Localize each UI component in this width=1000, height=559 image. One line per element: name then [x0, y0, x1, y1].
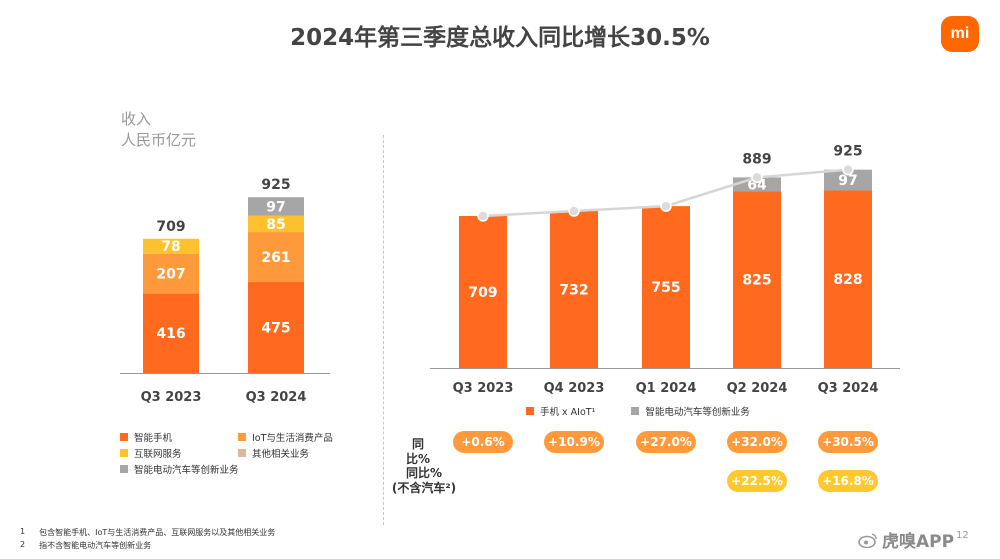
legend-swatch: [238, 449, 246, 457]
data-label: 64: [747, 177, 767, 193]
legend-item: 其他相关业务: [238, 446, 309, 460]
legend-label: 智能电动汽车等创新业务: [134, 465, 239, 476]
bar-segment: [248, 215, 304, 233]
total-label: 925: [261, 177, 290, 193]
trend-point: [842, 163, 854, 176]
yoy-ex-auto-label-line2: (不含汽车²): [391, 481, 457, 495]
legend-item: 智能手机: [120, 430, 172, 444]
legend-item: 互联网服务: [120, 446, 182, 460]
trend-point: [477, 210, 489, 222]
legend-item: IoT与生活消费产品: [238, 430, 333, 444]
x-tick-label: Q3 2023: [453, 381, 514, 396]
bar-segment: [550, 211, 598, 368]
unit-label-revenue: 收入: [121, 110, 152, 128]
bar-segment: [824, 190, 872, 368]
data-label: 732: [559, 283, 588, 299]
bar-segment: [248, 282, 304, 373]
legend-label: 其他相关业务: [252, 449, 310, 460]
xiaomi-logo: mi: [941, 16, 979, 52]
legend-label: IoT与生活消费产品: [252, 433, 333, 444]
footnote-1-text: 包含智能手机、IoT与生活消费产品、互联网服务以及其他相关业务: [39, 528, 276, 537]
yoy-ex-auto-pill: +16.8%: [818, 470, 878, 492]
legend-swatch: [120, 449, 128, 457]
watermark: 虎嗅APP: [858, 527, 954, 552]
footnote-1: 1 包含智能手机、IoT与生活消费产品、互联网服务以及其他相关业务: [20, 527, 275, 538]
x-tick-label: Q2 2024: [727, 381, 788, 396]
data-label: 755: [651, 280, 680, 296]
total-label: 925: [833, 144, 862, 160]
bar-segment: [143, 293, 199, 373]
data-label: 825: [742, 273, 771, 289]
bar-segment: [143, 253, 199, 294]
yoy-pill: +32.0%: [727, 431, 787, 453]
data-label: 207: [156, 267, 185, 283]
yoy-label: 同比%: [405, 437, 431, 466]
x-tick-label: Q1 2024: [636, 381, 697, 396]
legend-swatch: [631, 407, 640, 415]
data-label: 828: [833, 272, 862, 288]
legend-label: 互联网服务: [134, 449, 182, 460]
yoy-ex-auto-pill: +22.5%: [727, 470, 787, 492]
data-label: 416: [156, 326, 185, 342]
watermark-text: 虎嗅APP: [882, 532, 955, 552]
total-label: 709: [156, 219, 185, 235]
yoy-pill: +27.0%: [636, 431, 696, 453]
trend-point: [751, 171, 763, 184]
data-label: 709: [468, 285, 497, 301]
data-label: 85: [266, 217, 285, 233]
data-label: 97: [838, 173, 857, 189]
legend-label: 手机 x AIoT¹: [540, 407, 596, 418]
bar-segment: [824, 169, 872, 191]
yoy-pill: +30.5%: [818, 431, 878, 453]
legend-swatch: [120, 433, 128, 441]
legend-item: 智能电动汽车等创新业务: [120, 462, 239, 476]
footnote-1-number: 1: [20, 527, 26, 536]
yoy-pill: +0.6%: [453, 431, 513, 453]
page-title: 2024年第三季度总收入同比增长30.5%: [290, 25, 710, 51]
legend-item: 手机 x AIoT¹: [526, 404, 595, 418]
bar-segment: [459, 215, 507, 368]
data-label: 475: [261, 321, 290, 337]
footnote-2: 2 指不含智能电动汽车等创新业务: [20, 540, 151, 551]
legend-item: 智能电动汽车等创新业务: [631, 404, 750, 418]
logo-text: mi: [950, 25, 970, 42]
legend-label: 智能手机: [134, 433, 173, 444]
page-number: 12: [956, 530, 969, 541]
bar-segment: [143, 238, 199, 254]
bar-segment: [733, 191, 781, 368]
left-stacked-bar-chart: 416 207 78 709 Q3 2023 475 261 85 97 925 Q3 2024: [120, 177, 330, 405]
footnote-2-number: 2: [20, 540, 26, 549]
legend-label: 智能电动汽车等创新业务: [645, 407, 750, 418]
legend-swatch: [120, 465, 128, 473]
right-stacked-bar-chart: 709 Q3 2023 732 Q4 2023 755 Q1 2024 825 64 889 Q2…: [430, 144, 900, 396]
legend-swatch: [238, 433, 246, 441]
data-label: 97: [266, 199, 285, 215]
bar-segment: [642, 206, 690, 368]
yoy-ex-auto-label-line1: 同比%: [405, 466, 443, 480]
yoy-ex-auto-label: 同比% (不含汽车²): [389, 466, 459, 496]
data-label: 261: [261, 250, 290, 266]
weibo-icon: [858, 532, 877, 548]
right-legend: 手机 x AIoT¹ 智能电动汽车等创新业务: [526, 404, 750, 418]
legend-swatch: [526, 407, 534, 415]
x-tick-label: Q4 2023: [544, 381, 605, 396]
yoy-pill: +10.9%: [544, 431, 604, 453]
x-tick-label: Q3 2024: [246, 390, 307, 405]
section-divider: [383, 135, 384, 525]
trend-point: [660, 200, 672, 212]
x-tick-label: Q3 2024: [818, 381, 879, 396]
bar-segment: [248, 197, 304, 216]
unit-label-currency: 人民币亿元: [121, 131, 197, 149]
trend-point: [568, 205, 580, 217]
x-tick-label: Q3 2023: [141, 390, 202, 405]
data-label: 78: [161, 239, 180, 255]
total-label: 889: [742, 151, 771, 167]
footnote-2-text: 指不含智能电动汽车等创新业务: [39, 541, 152, 550]
left-legend: 智能手机 IoT与生活消费产品互联网服务 其他相关业务智能电动汽车等创新业务: [120, 430, 380, 480]
bar-segment: [248, 232, 304, 283]
